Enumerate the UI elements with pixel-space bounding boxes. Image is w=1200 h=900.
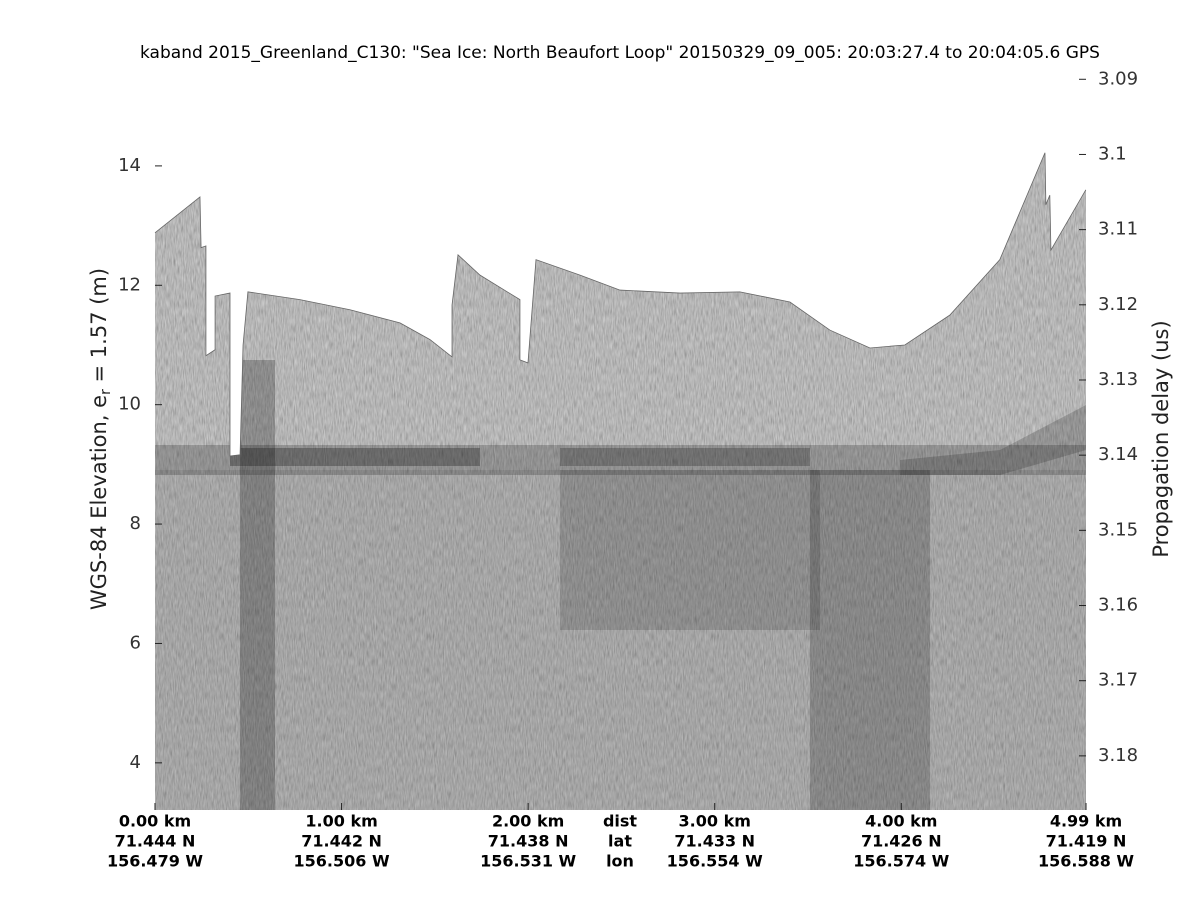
y2-tick-label: 3.1: [1098, 143, 1127, 164]
y2-tick-label: 3.09: [1098, 68, 1138, 89]
x-tick-label: 0.00 km: [119, 812, 191, 831]
lat-label: 71.433 N: [674, 832, 755, 851]
y-label-main: WGS-84 Elevation, e: [87, 395, 111, 610]
y2-tick-label: 3.16: [1098, 595, 1138, 616]
y2-tick-label: 3.18: [1098, 745, 1138, 766]
y-tick-label: 8: [130, 513, 141, 534]
lon-label: 156.588 W: [1038, 852, 1134, 871]
y2-tick-label: 3.11: [1098, 219, 1138, 240]
lon-label: 156.574 W: [853, 852, 949, 871]
chart-title: kaband 2015_Greenland_C130: "Sea Ice: No…: [140, 43, 1100, 63]
y2-axis-label: Propagation delay (us): [1149, 320, 1173, 557]
x-tick-label: 3.00 km: [679, 812, 751, 831]
x-tick-label: 4.99 km: [1050, 812, 1122, 831]
y-tick-label: 12: [118, 274, 141, 295]
row-label: dist: [603, 812, 637, 831]
y2-tick-label: 3.12: [1098, 294, 1138, 315]
x-tick-label: 4.00 km: [865, 812, 937, 831]
lon-label: 156.531 W: [480, 852, 576, 871]
y-tick-label: 6: [130, 632, 141, 653]
y-tick-label: 14: [118, 155, 141, 176]
lat-label: 71.444 N: [115, 832, 196, 851]
y-tick-label: 10: [118, 394, 141, 415]
y-label-suffix: = 1.57 (m): [87, 268, 111, 389]
surface-edge: [154, 152, 1087, 457]
row-label: lat: [608, 832, 632, 851]
lon-label: 156.506 W: [294, 852, 390, 871]
y-label-subscript: r: [98, 389, 114, 395]
lat-label: 71.442 N: [301, 832, 382, 851]
y-axis-label: WGS-84 Elevation, er = 1.57 (m): [87, 268, 114, 610]
y2-tick-label: 3.13: [1098, 369, 1138, 390]
lat-label: 71.419 N: [1046, 832, 1127, 851]
row-label: lon: [606, 852, 634, 871]
lon-label: 156.554 W: [667, 852, 763, 871]
y2-tick-label: 3.15: [1098, 519, 1138, 540]
x-tick-label: 2.00 km: [492, 812, 564, 831]
y2-tick-label: 3.17: [1098, 670, 1138, 691]
lat-label: 71.438 N: [488, 832, 569, 851]
lat-label: 71.426 N: [861, 832, 942, 851]
x-tick-label: 1.00 km: [305, 812, 377, 831]
echogram-image: [155, 152, 1086, 810]
lon-label: 156.479 W: [107, 852, 203, 871]
y-tick-label: 4: [130, 752, 141, 773]
y2-tick-label: 3.14: [1098, 444, 1138, 465]
